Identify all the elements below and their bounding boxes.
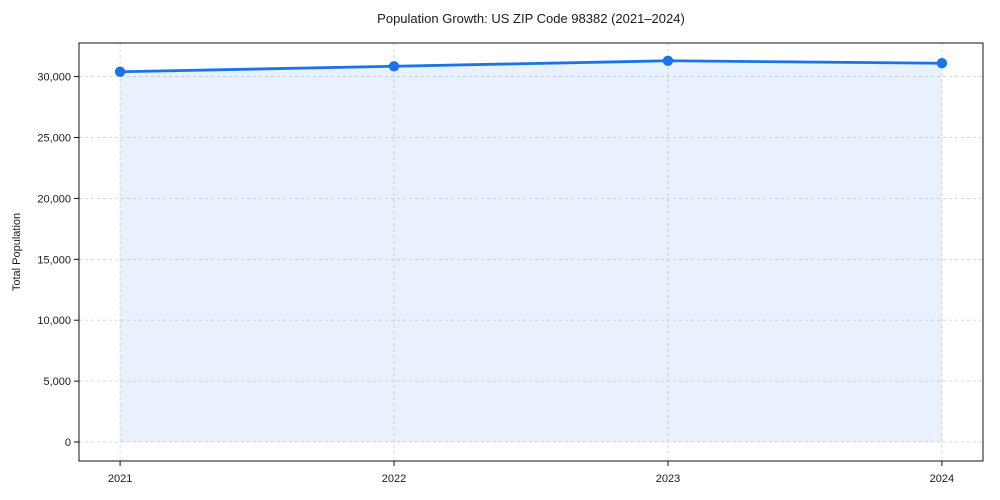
data-point-marker <box>114 66 126 77</box>
x-tick-label: 2022 <box>382 473 406 485</box>
x-tick-label: 2024 <box>930 473 954 485</box>
y-tick-label: 30,000 <box>37 72 71 84</box>
x-tick-label: 2023 <box>656 473 680 485</box>
plot-border <box>78 42 984 462</box>
x-tick-label: 2021 <box>108 473 132 485</box>
data-point-marker <box>936 58 948 69</box>
y-tick-label: 15,000 <box>37 254 71 266</box>
trend-line <box>118 59 944 74</box>
data-point-marker <box>388 61 400 72</box>
plot-area: 0 5,000 10,000 15,000 20,000 25,000 30,000 2021… <box>37 42 984 485</box>
y-axis-label: Total Population <box>11 213 23 291</box>
y-tick-label: 20,000 <box>37 193 71 205</box>
y-tick-label: 25,000 <box>37 133 71 145</box>
chart-title: Population Growth: US ZIP Code 98382 (20… <box>377 11 685 26</box>
area-fill <box>120 60 942 443</box>
y-tick-label: 0 <box>65 437 71 449</box>
data-point-marker <box>662 55 674 66</box>
y-tick-label: 10,000 <box>37 315 71 327</box>
y-tick-label: 5,000 <box>43 376 71 388</box>
